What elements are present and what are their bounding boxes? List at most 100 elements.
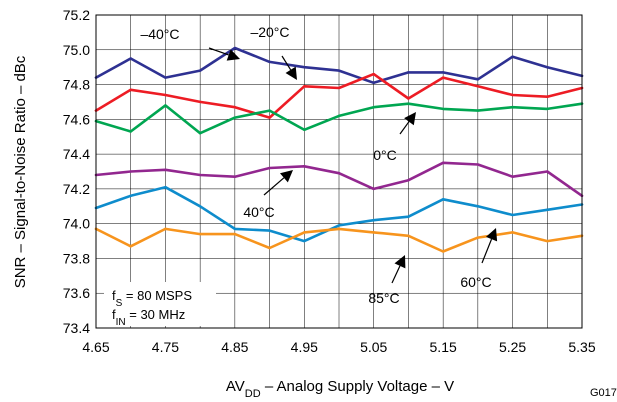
data-point [164, 104, 167, 107]
label-arrow-head [279, 170, 293, 183]
data-point [337, 172, 341, 175]
data-point [546, 208, 549, 211]
data-point [233, 46, 237, 50]
data-point [268, 246, 271, 250]
x-tick-label: 5.05 [360, 339, 387, 355]
label-arrow-head [404, 112, 416, 126]
data-point [303, 65, 306, 69]
data-point [164, 76, 167, 79]
data-point [476, 78, 480, 81]
data-point [303, 231, 306, 234]
x-tick-label: 4.75 [152, 339, 179, 355]
x-tick-label: 5.25 [499, 339, 526, 355]
data-point [441, 107, 445, 111]
label-arrow-line [391, 265, 401, 284]
data-point [407, 215, 410, 218]
series-label: –40°C [140, 26, 179, 42]
data-point [441, 161, 445, 165]
x-tick-label: 4.65 [82, 339, 109, 355]
x-tick-label: 5.35 [568, 339, 595, 355]
data-point [233, 116, 237, 119]
series-label: 60°C [460, 274, 491, 290]
y-tick-label: 73.6 [63, 285, 90, 301]
data-point [303, 128, 306, 131]
data-point [407, 234, 410, 238]
data-point [164, 93, 167, 97]
data-point [511, 213, 514, 217]
data-point [407, 178, 410, 182]
data-point [407, 102, 410, 105]
x-tick-label: 5.15 [430, 339, 457, 355]
data-point [337, 86, 341, 90]
data-point [476, 205, 480, 208]
data-point [372, 81, 375, 85]
x-tick-label: 4.85 [221, 339, 248, 355]
data-point [407, 97, 410, 100]
data-point [129, 170, 132, 173]
data-point [268, 166, 271, 170]
data-point [546, 239, 549, 243]
data-point [441, 71, 445, 74]
y-tick-label: 75.2 [63, 7, 90, 23]
data-point [268, 109, 271, 112]
series-label: 40°C [243, 204, 274, 220]
data-point [233, 227, 237, 231]
label-arrow-line [281, 55, 292, 71]
data-point [511, 175, 514, 178]
data-point [198, 232, 202, 236]
y-tick-label: 73.8 [63, 250, 90, 266]
data-point [372, 231, 375, 234]
figure-id: G017 [590, 387, 617, 399]
data-point [476, 109, 480, 112]
data-point [337, 114, 341, 118]
data-point [441, 198, 445, 201]
data-point [164, 185, 167, 189]
data-point [511, 55, 514, 58]
data-point [198, 100, 202, 104]
series-lines [94, 46, 584, 253]
data-point [198, 205, 202, 208]
y-tick-label: 75.0 [63, 42, 90, 58]
label-arrow-head [226, 49, 240, 61]
data-point [198, 69, 202, 72]
plot-frame [95, 14, 583, 329]
data-point [511, 105, 514, 109]
data-point [198, 132, 202, 135]
data-point [129, 245, 132, 248]
label-arrow-line [263, 177, 285, 196]
data-point [268, 116, 271, 119]
data-point [476, 236, 480, 239]
data-point [546, 170, 549, 173]
annotation-input-frequency: fIN = 30 MHz [112, 307, 185, 328]
data-point [372, 218, 375, 222]
data-point [372, 187, 375, 191]
label-arrow-line [208, 47, 229, 56]
data-point [372, 105, 375, 109]
annotation-box [104, 282, 216, 326]
data-point [546, 95, 549, 98]
y-tick-label: 73.4 [63, 320, 90, 336]
data-point [233, 175, 237, 178]
label-arrow-head [485, 228, 498, 242]
data-point [337, 227, 341, 231]
data-point [129, 88, 132, 91]
data-point [233, 105, 237, 109]
data-point [303, 239, 306, 243]
data-point [546, 107, 549, 111]
y-tick-labels: 73.4 73.6 73.8 74.0 74.2 74.4 74.6 74.8 75.0 75.2 [63, 7, 90, 336]
label-arrows [208, 47, 498, 284]
data-point [546, 65, 549, 69]
y-axis-label: SNR – Signal-to-Noise Ratio – dBc [12, 55, 29, 288]
data-point [441, 250, 445, 253]
data-point [164, 168, 167, 171]
data-point [268, 60, 271, 64]
data-point [303, 85, 306, 88]
data-point [372, 72, 375, 76]
annotation-sample-rate: fS = 80 MSPS [112, 288, 192, 309]
y-tick-label: 74.0 [63, 216, 90, 232]
x-axis-label: AVDD – Analog Supply Voltage – V [226, 378, 454, 400]
series-labels: –40°C –20°C 0°C 40°C 60°C 85°C [140, 24, 491, 306]
data-point [198, 173, 202, 177]
data-point [337, 69, 341, 72]
